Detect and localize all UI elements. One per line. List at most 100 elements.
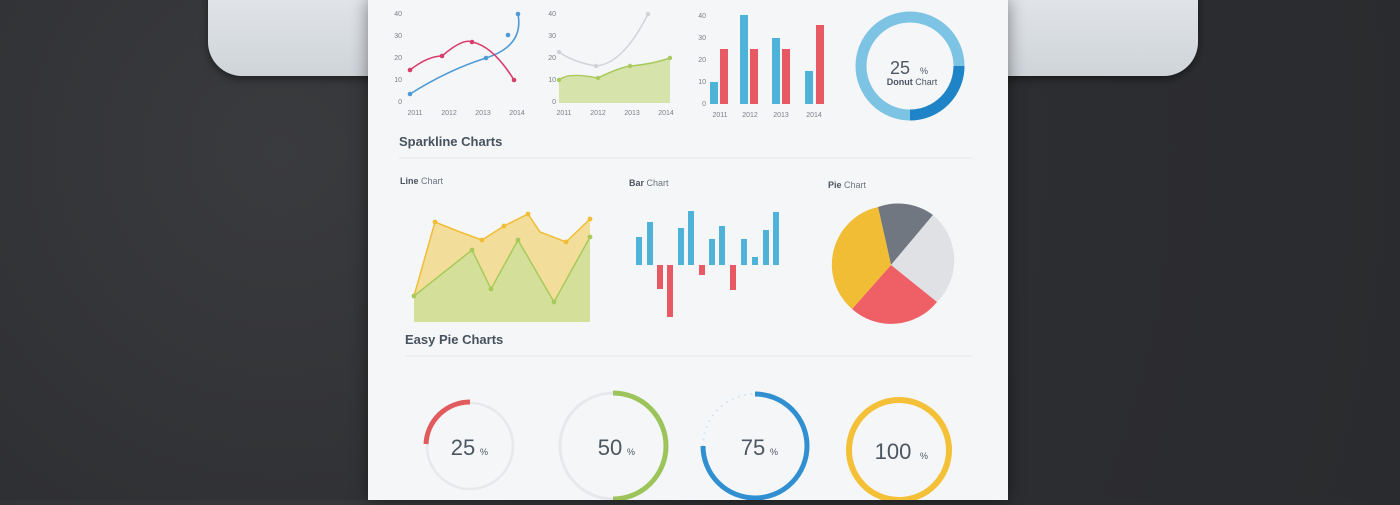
- bar: [667, 265, 673, 317]
- data-point: [407, 91, 413, 97]
- sparkline-pie-chart: [831, 203, 955, 324]
- bar: [710, 82, 718, 104]
- bar: [688, 211, 694, 265]
- data-point: [556, 77, 562, 83]
- data-point: [505, 32, 511, 38]
- data-point: [525, 211, 531, 217]
- bar: [805, 71, 813, 104]
- bar: [772, 38, 780, 104]
- data-point: [587, 216, 593, 222]
- easy-pie-100: 100 %: [846, 397, 952, 503]
- line-chart-label: Line Chart: [400, 176, 444, 186]
- y-tick: 0: [398, 99, 402, 106]
- data-point: [595, 75, 601, 81]
- y-tick: 20: [394, 55, 402, 62]
- easy-pie-arc: [700, 391, 810, 501]
- data-point: [501, 223, 507, 229]
- x-tick: 2013: [475, 110, 491, 117]
- data-point: [511, 77, 517, 83]
- data-point: [439, 53, 445, 59]
- bar: [720, 49, 728, 104]
- easy-pie-track: [425, 401, 515, 491]
- bar: [741, 239, 747, 265]
- top-area-chart: 40 30 20 10 0 2011 2012 2013 2014: [548, 11, 674, 117]
- pie-chart-label: Pie Chart: [828, 180, 867, 190]
- y-tick: 20: [698, 57, 706, 64]
- easy-pie-25: 25 %: [423, 399, 515, 491]
- easy-pie-unit: %: [920, 451, 928, 461]
- donut-chart: 25 % Donut Chart: [855, 11, 965, 121]
- easy-pie-value: 50: [598, 435, 622, 460]
- easy-pie-unit: %: [770, 447, 778, 457]
- easy-pie-arc: [423, 399, 471, 445]
- easy-pie-unit: %: [627, 447, 635, 457]
- bar: [773, 212, 779, 265]
- data-point: [515, 11, 521, 17]
- bar: [816, 25, 824, 104]
- donut-label-rest: Chart: [913, 77, 938, 87]
- easy-pie-value: 75: [741, 435, 765, 460]
- pie-slice: [852, 265, 937, 324]
- data-point: [593, 63, 599, 69]
- sparkline-bar-chart: [636, 211, 779, 317]
- data-point: [667, 55, 673, 61]
- data-point: [432, 219, 438, 225]
- donut-segment: [909, 65, 965, 121]
- bar: [647, 222, 653, 265]
- x-tick: 2013: [773, 112, 789, 119]
- area-fill: [559, 58, 670, 103]
- sparkline-area-chart: [411, 211, 593, 322]
- easy-pie-value: 100: [875, 439, 912, 464]
- series-line-grey: [558, 13, 649, 67]
- area-fill-green: [414, 237, 590, 322]
- data-point: [483, 55, 489, 61]
- x-tick: 2012: [441, 110, 457, 117]
- pie-chart-label-bold: Pie: [828, 180, 842, 190]
- line-chart-label-rest: Chart: [419, 176, 444, 186]
- pie-slice: [878, 203, 933, 265]
- easy-pie-75: 75 %: [700, 391, 810, 501]
- bar: [678, 228, 684, 265]
- bar: [636, 237, 642, 265]
- y-tick: 40: [548, 11, 556, 18]
- report-paper: 40 30 20 10 0 2011 2012 2013 2014 40 30 …: [368, 0, 1008, 503]
- bar: [750, 49, 758, 104]
- data-point: [551, 299, 557, 305]
- data-point: [556, 49, 562, 55]
- data-point: [411, 293, 417, 299]
- section-title-easy-pie: Easy Pie Charts: [405, 332, 503, 347]
- data-point: [627, 63, 633, 69]
- series-line-pink: [409, 40, 515, 81]
- data-point: [479, 237, 485, 243]
- donut-label: Donut Chart: [887, 77, 938, 87]
- bar: [657, 265, 663, 289]
- bar: [709, 239, 715, 265]
- bar: [740, 15, 748, 104]
- x-tick: 2014: [806, 112, 822, 119]
- bar: [782, 49, 790, 104]
- data-point: [488, 286, 494, 292]
- y-tick: 20: [548, 55, 556, 62]
- donut-value: 25: [890, 58, 910, 78]
- data-point: [645, 11, 651, 17]
- pie-slice: [831, 207, 891, 309]
- x-tick: 2011: [407, 110, 422, 117]
- x-tick: 2014: [509, 110, 525, 117]
- data-point: [563, 239, 569, 245]
- data-point: [587, 234, 593, 240]
- x-tick: 2011: [712, 112, 727, 119]
- bar: [752, 257, 758, 265]
- y-tick: 30: [394, 33, 402, 40]
- data-point: [469, 39, 475, 45]
- y-tick: 10: [394, 77, 402, 84]
- bar: [763, 230, 769, 265]
- x-tick: 2011: [556, 110, 571, 117]
- y-tick: 0: [552, 99, 556, 106]
- data-point: [469, 247, 475, 253]
- series-line-green: [413, 236, 591, 304]
- y-tick: 10: [548, 77, 556, 84]
- bar: [719, 226, 725, 265]
- x-tick: 2013: [624, 110, 640, 117]
- line-chart-label-bold: Line: [400, 176, 419, 186]
- data-point: [515, 237, 521, 243]
